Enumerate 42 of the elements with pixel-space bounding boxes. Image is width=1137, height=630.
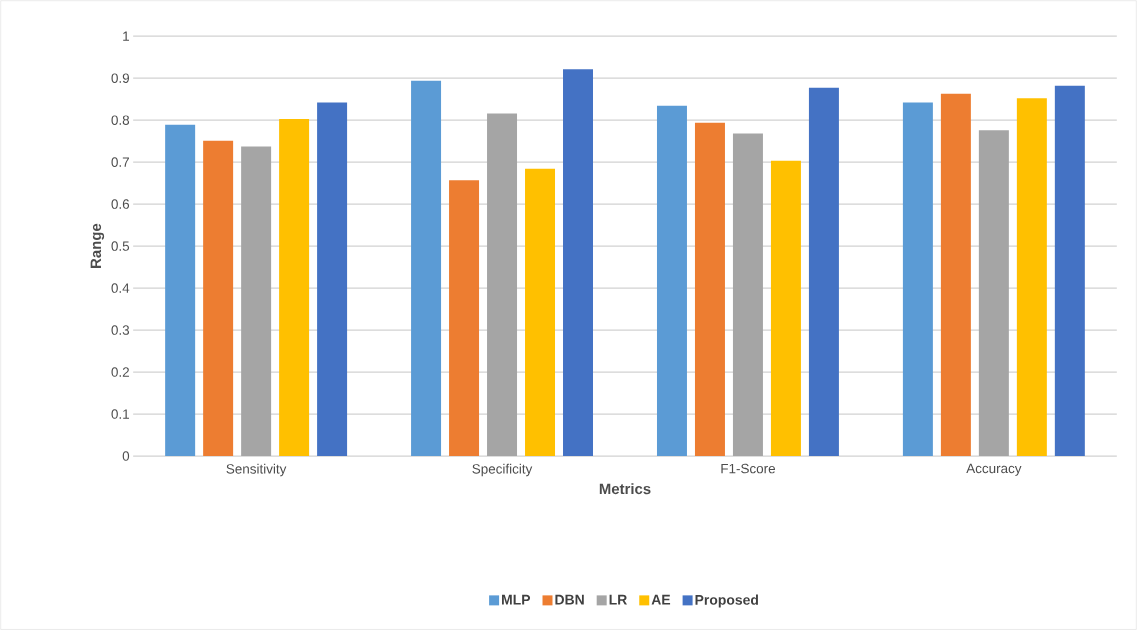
bar <box>902 102 933 456</box>
bar <box>1054 85 1085 456</box>
legend-label: MLP <box>502 594 531 605</box>
bar <box>770 160 801 456</box>
y-tick-label: 0.6 <box>111 199 130 209</box>
y-tick-label: 0.7 <box>111 157 129 167</box>
y-tick-label: 0.9 <box>111 73 129 83</box>
bar <box>1016 98 1047 456</box>
bar <box>940 93 971 456</box>
bar <box>449 180 480 456</box>
bar <box>411 80 442 456</box>
y-tick-label: 0.5 <box>111 241 130 251</box>
bar <box>808 87 839 456</box>
y-tick-label: 1 <box>123 31 129 41</box>
bar <box>279 118 310 456</box>
y-tick-label: 0.3 <box>111 325 130 335</box>
y-tick-label: 0.2 <box>111 367 129 377</box>
bar <box>203 140 234 456</box>
bar <box>694 122 725 456</box>
y-tick-label: 0.4 <box>111 283 130 293</box>
bar <box>241 146 272 456</box>
x-tick-label: F1-Score <box>721 463 775 474</box>
x-tick-label: Sensitivity <box>226 463 287 477</box>
legend-label: DBN <box>555 594 584 605</box>
bar <box>978 130 1009 456</box>
y-tick-label: 0.1 <box>111 409 129 419</box>
y-axis-title: Range <box>90 223 105 268</box>
y-tick-label: 0 <box>122 451 130 461</box>
bar <box>656 105 687 456</box>
legend-label: AE <box>651 594 671 605</box>
bar <box>165 124 196 456</box>
bar <box>525 168 556 456</box>
bar <box>563 69 593 456</box>
bar <box>487 113 518 456</box>
x-tick-label: Specificity <box>472 463 533 477</box>
x-axis-title: Metrics <box>599 483 651 495</box>
x-tick-label: Accuracy <box>966 463 1022 476</box>
bar <box>732 133 763 456</box>
legend-label: LR <box>609 594 627 605</box>
y-tick-label: 0.8 <box>111 115 130 125</box>
legend-label: Proposed <box>695 594 758 608</box>
bar <box>317 102 348 456</box>
